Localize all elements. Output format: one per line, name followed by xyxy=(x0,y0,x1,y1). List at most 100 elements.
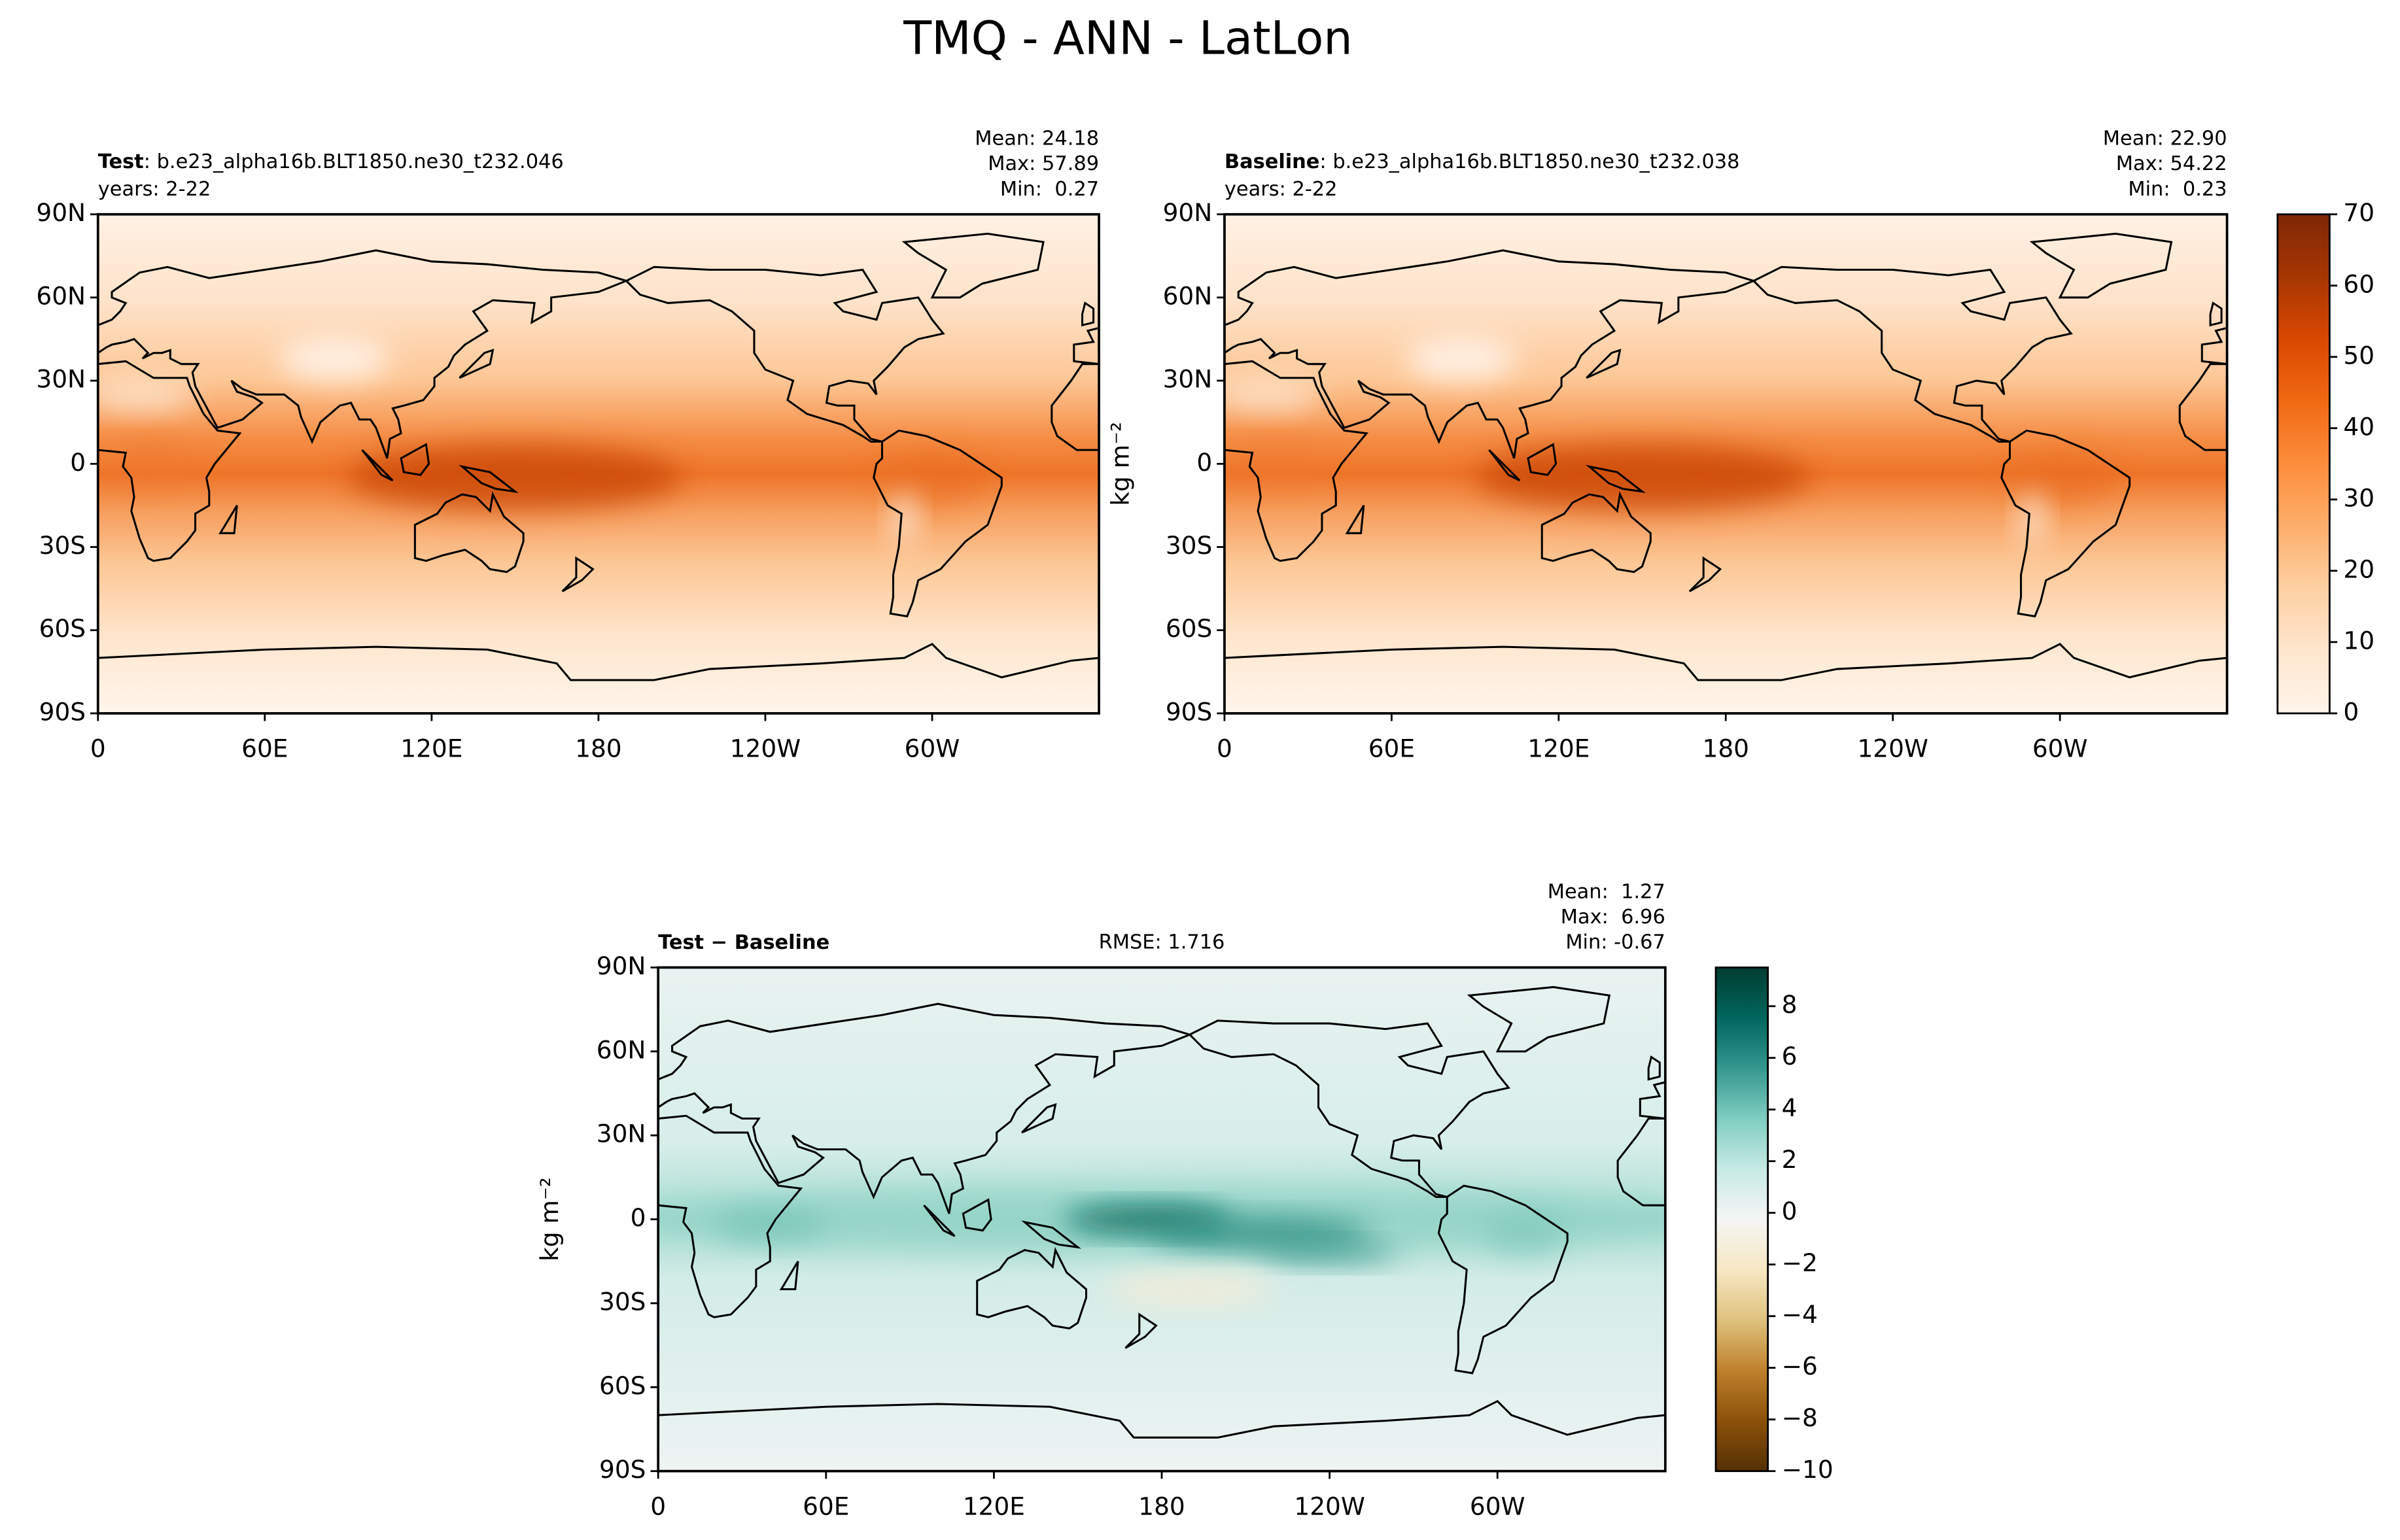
panel-stat: Max: 6.96 xyxy=(1561,906,1665,929)
panel-name: Baseline xyxy=(1225,150,1319,173)
coastline xyxy=(459,464,519,494)
field-feature xyxy=(112,441,196,487)
colorbar-tick-label: 10 xyxy=(2343,626,2374,655)
x-tick-label: 120E xyxy=(400,734,462,763)
y-tick-label: 30N xyxy=(36,365,86,394)
colorbar-tick-label: 20 xyxy=(2343,555,2374,583)
coastline xyxy=(1586,349,1622,379)
coastline xyxy=(1647,1055,1661,1081)
panel-stat: Min: 0.27 xyxy=(1000,178,1099,201)
coastline xyxy=(1124,1312,1158,1349)
field-feature xyxy=(2004,450,2116,505)
x-tick-label: 120W xyxy=(1857,734,1928,763)
y-tick-label: 0 xyxy=(631,1203,646,1232)
panel-stat: Max: 54.22 xyxy=(2116,152,2227,175)
x-tick-label: 180 xyxy=(1138,1492,1185,1520)
panel-years: years: 2-22 xyxy=(1225,178,1338,201)
y-tick-label: 60N xyxy=(36,281,86,310)
map-field xyxy=(97,214,1100,713)
coastline xyxy=(873,429,1003,618)
coastline xyxy=(1073,326,1100,366)
coastline xyxy=(976,1246,1088,1330)
coastline xyxy=(1437,1184,1569,1375)
y-tick-label: 90N xyxy=(1163,198,1213,227)
coastline xyxy=(1224,643,2227,713)
coastline xyxy=(218,505,238,534)
coastline xyxy=(1688,556,1722,592)
field-feature xyxy=(1105,1272,1274,1307)
colorbar-tick-label: 4 xyxy=(1782,1093,1798,1122)
coastline xyxy=(901,232,1045,299)
coastline xyxy=(561,556,595,592)
coastline xyxy=(1527,443,1557,476)
coastline xyxy=(97,643,1100,713)
coastline xyxy=(2000,429,2131,618)
field-feature xyxy=(1259,1241,1400,1265)
field-feature xyxy=(2018,491,2046,547)
map-field xyxy=(1224,214,2227,713)
colorbar-tick-label: 70 xyxy=(2343,198,2374,227)
coastline xyxy=(1021,1103,1057,1134)
coastline xyxy=(658,1399,1665,1471)
field-feature xyxy=(279,336,391,381)
coastline xyxy=(1586,464,1646,494)
y-tick-label: 30N xyxy=(597,1120,646,1148)
panel-stat: Min: 0.23 xyxy=(2128,178,2227,201)
coastline xyxy=(1540,491,1652,573)
x-tick-label: 180 xyxy=(575,734,621,763)
field-feature xyxy=(876,450,988,505)
x-tick-label: 60W xyxy=(905,734,960,763)
panel-years: years: 2-22 xyxy=(98,178,211,201)
coastline xyxy=(2209,301,2223,327)
colorbar-tick-label: 50 xyxy=(2343,341,2374,369)
colorbar-tick-label: 2 xyxy=(1782,1145,1798,1174)
x-tick-label: 60W xyxy=(2032,734,2088,763)
panel-title: Test − Baseline xyxy=(658,931,829,954)
colorbar-tick-label: 0 xyxy=(1782,1197,1798,1225)
colorbar xyxy=(2276,213,2331,715)
coastline xyxy=(97,360,242,562)
y-tick-label: 30S xyxy=(1166,531,1212,560)
colorbar-tick-label: −4 xyxy=(1782,1300,1818,1329)
x-tick-label: 0 xyxy=(650,1492,666,1520)
x-tick-label: 120W xyxy=(730,734,801,763)
panel-title: Test: b.e23_alpha16b.BLT1850.ne30_t232.0… xyxy=(98,150,564,173)
panel-name: Test − Baseline xyxy=(658,931,829,954)
coastline xyxy=(400,443,430,476)
panel-case: : b.e23_alpha16b.BLT1850.ne30_t232.046 xyxy=(144,150,564,173)
y-tick-label: 30S xyxy=(599,1287,646,1316)
panel-stat: Mean: 1.27 xyxy=(1548,880,1665,903)
coastline xyxy=(459,349,495,379)
field-feature xyxy=(714,1208,826,1242)
y-tick-label: 0 xyxy=(70,448,86,477)
coastline xyxy=(1639,1081,1665,1120)
y-tick-label: 90S xyxy=(39,697,86,726)
colorbar-tick-label: 0 xyxy=(2343,697,2359,726)
panel-title: Baseline: b.e23_alpha16b.BLT1850.ne30_t2… xyxy=(1225,150,1740,173)
map-field xyxy=(658,967,1665,1471)
field-feature xyxy=(1224,377,1322,411)
coastline xyxy=(1021,1220,1082,1249)
colorbar-tick-label: 60 xyxy=(2343,269,2374,298)
coastline xyxy=(2029,232,2173,299)
figure-title: TMQ - ANN - LatLon xyxy=(903,11,1353,65)
panel-stat: Mean: 22.90 xyxy=(2103,128,2227,150)
coastline xyxy=(97,249,630,459)
y-axis-label: kg m⁻² xyxy=(535,1177,564,1261)
colorbar-tick-label: −2 xyxy=(1782,1248,1818,1277)
field-feature xyxy=(97,377,196,411)
colorbar-tick-label: −10 xyxy=(1782,1455,1834,1484)
x-tick-label: 60E xyxy=(1368,734,1415,763)
coastline xyxy=(1467,985,1611,1053)
field-feature xyxy=(1147,1216,1372,1250)
y-axis-label: kg m⁻² xyxy=(1106,422,1135,506)
field-feature xyxy=(1238,441,1322,487)
y-tick-label: 60N xyxy=(597,1035,646,1064)
field-feature xyxy=(348,444,682,511)
x-tick-label: 0 xyxy=(1217,734,1232,763)
y-tick-label: 0 xyxy=(1196,448,1212,477)
panel-name: Test xyxy=(98,150,144,173)
x-tick-label: 120W xyxy=(1294,1492,1365,1520)
